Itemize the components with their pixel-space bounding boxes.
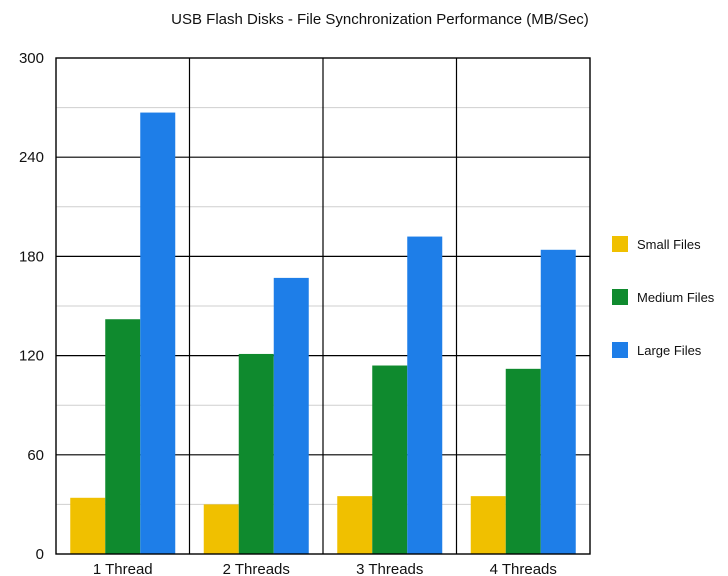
x-tick-label: 4 Threads — [490, 561, 557, 576]
y-tick-label: 120 — [19, 348, 44, 365]
x-tick-label: 2 Threads — [223, 561, 290, 576]
legend-swatch — [612, 342, 628, 358]
legend-item: Medium Files — [612, 289, 715, 305]
x-tick-label: 1 Thread — [93, 561, 153, 576]
legend: Small Files Medium Files Large Files — [612, 236, 715, 358]
bar-medium-files-2 — [238, 353, 274, 554]
bar-small-files-1 — [70, 497, 106, 554]
legend-label: Small Files — [637, 237, 701, 252]
y-tick-label: 180 — [19, 248, 44, 265]
category-dividers — [188, 58, 458, 554]
chart-title: USB Flash Disks - File Synchronization P… — [171, 11, 589, 28]
bar-medium-files-4 — [505, 368, 541, 554]
legend-label: Large Files — [637, 343, 702, 358]
legend-item: Large Files — [612, 342, 702, 358]
bar-medium-files-3 — [372, 365, 408, 554]
bar-large-files-3 — [407, 236, 443, 554]
y-tick-label: 300 — [19, 50, 44, 67]
bars — [70, 112, 576, 554]
bar-small-files-4 — [470, 496, 506, 554]
plot-frame — [55, 57, 591, 555]
y-tick-label: 240 — [19, 149, 44, 166]
bar-medium-files-1 — [105, 319, 141, 554]
legend-swatch — [612, 289, 628, 305]
y-axis-ticks: 0 60 120 180 240 300 — [19, 50, 44, 563]
x-tick-label: 3 Threads — [356, 561, 423, 576]
legend-label: Medium Files — [637, 290, 715, 305]
bar-large-files-2 — [273, 277, 309, 554]
x-axis-categories: 1 Thread 2 Threads 3 Threads 4 Threads — [93, 561, 557, 576]
y-tick-label: 60 — [27, 447, 44, 464]
bar-large-files-4 — [540, 249, 576, 554]
bar-large-files-1 — [140, 112, 176, 554]
plot-border — [55, 57, 591, 555]
bar-small-files-2 — [203, 504, 239, 554]
bar-small-files-3 — [337, 496, 373, 554]
y-tick-label: 0 — [36, 546, 44, 563]
legend-swatch — [612, 236, 628, 252]
legend-item: Small Files — [612, 236, 701, 252]
